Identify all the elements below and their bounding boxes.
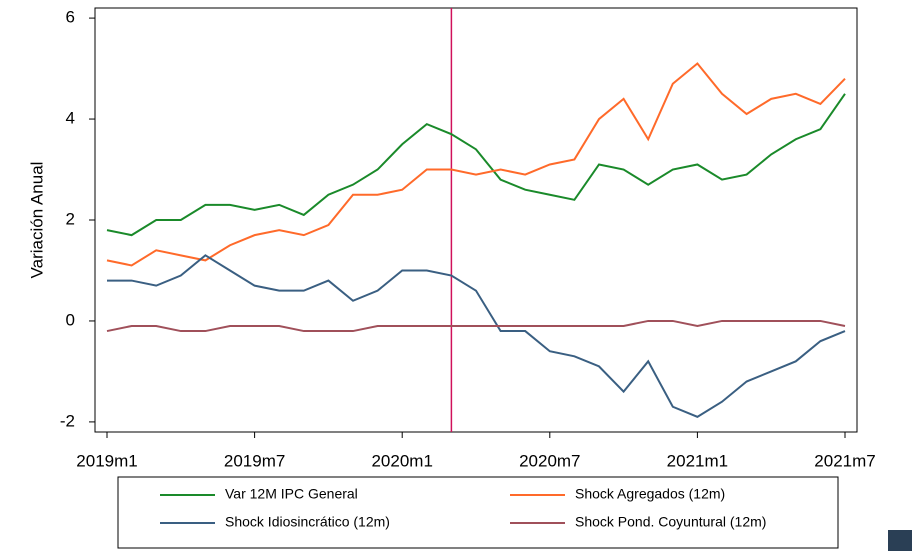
x-tick-label: 2020m1: [371, 451, 432, 470]
y-tick-label: -2: [60, 411, 75, 430]
legend: Var 12M IPC General Shock Agregados (12m)…: [160, 486, 766, 530]
y-tick-label: 4: [66, 109, 75, 128]
x-tick-label: 2021m1: [667, 451, 728, 470]
corner-icon: [888, 530, 912, 551]
plot-frame: [94, 7, 858, 433]
y-tick-label: 0: [66, 310, 75, 329]
legend-box: [117, 476, 839, 549]
x-tick-label: 2019m1: [76, 451, 137, 470]
x-tick-label: 2019m7: [224, 451, 285, 470]
y-tick-label: 2: [66, 209, 75, 228]
series-line: [107, 254, 846, 418]
legend-label: Var 12M IPC General: [225, 486, 358, 502]
legend-label: Shock Agregados (12m): [575, 486, 725, 502]
legend-label: Shock Pond. Coyuntural (12m): [575, 514, 766, 530]
y-tick-label: 6: [66, 8, 75, 27]
series-line: [106, 62, 846, 267]
x-tick-label: 2020m7: [519, 451, 580, 470]
y-axis-label: Variación Anual: [27, 162, 46, 279]
series-line: [106, 319, 846, 333]
series-line: [106, 93, 846, 237]
legend-label: Shock Idiosincrático (12m): [225, 514, 390, 530]
x-tick-label: 2021m7: [814, 451, 875, 470]
